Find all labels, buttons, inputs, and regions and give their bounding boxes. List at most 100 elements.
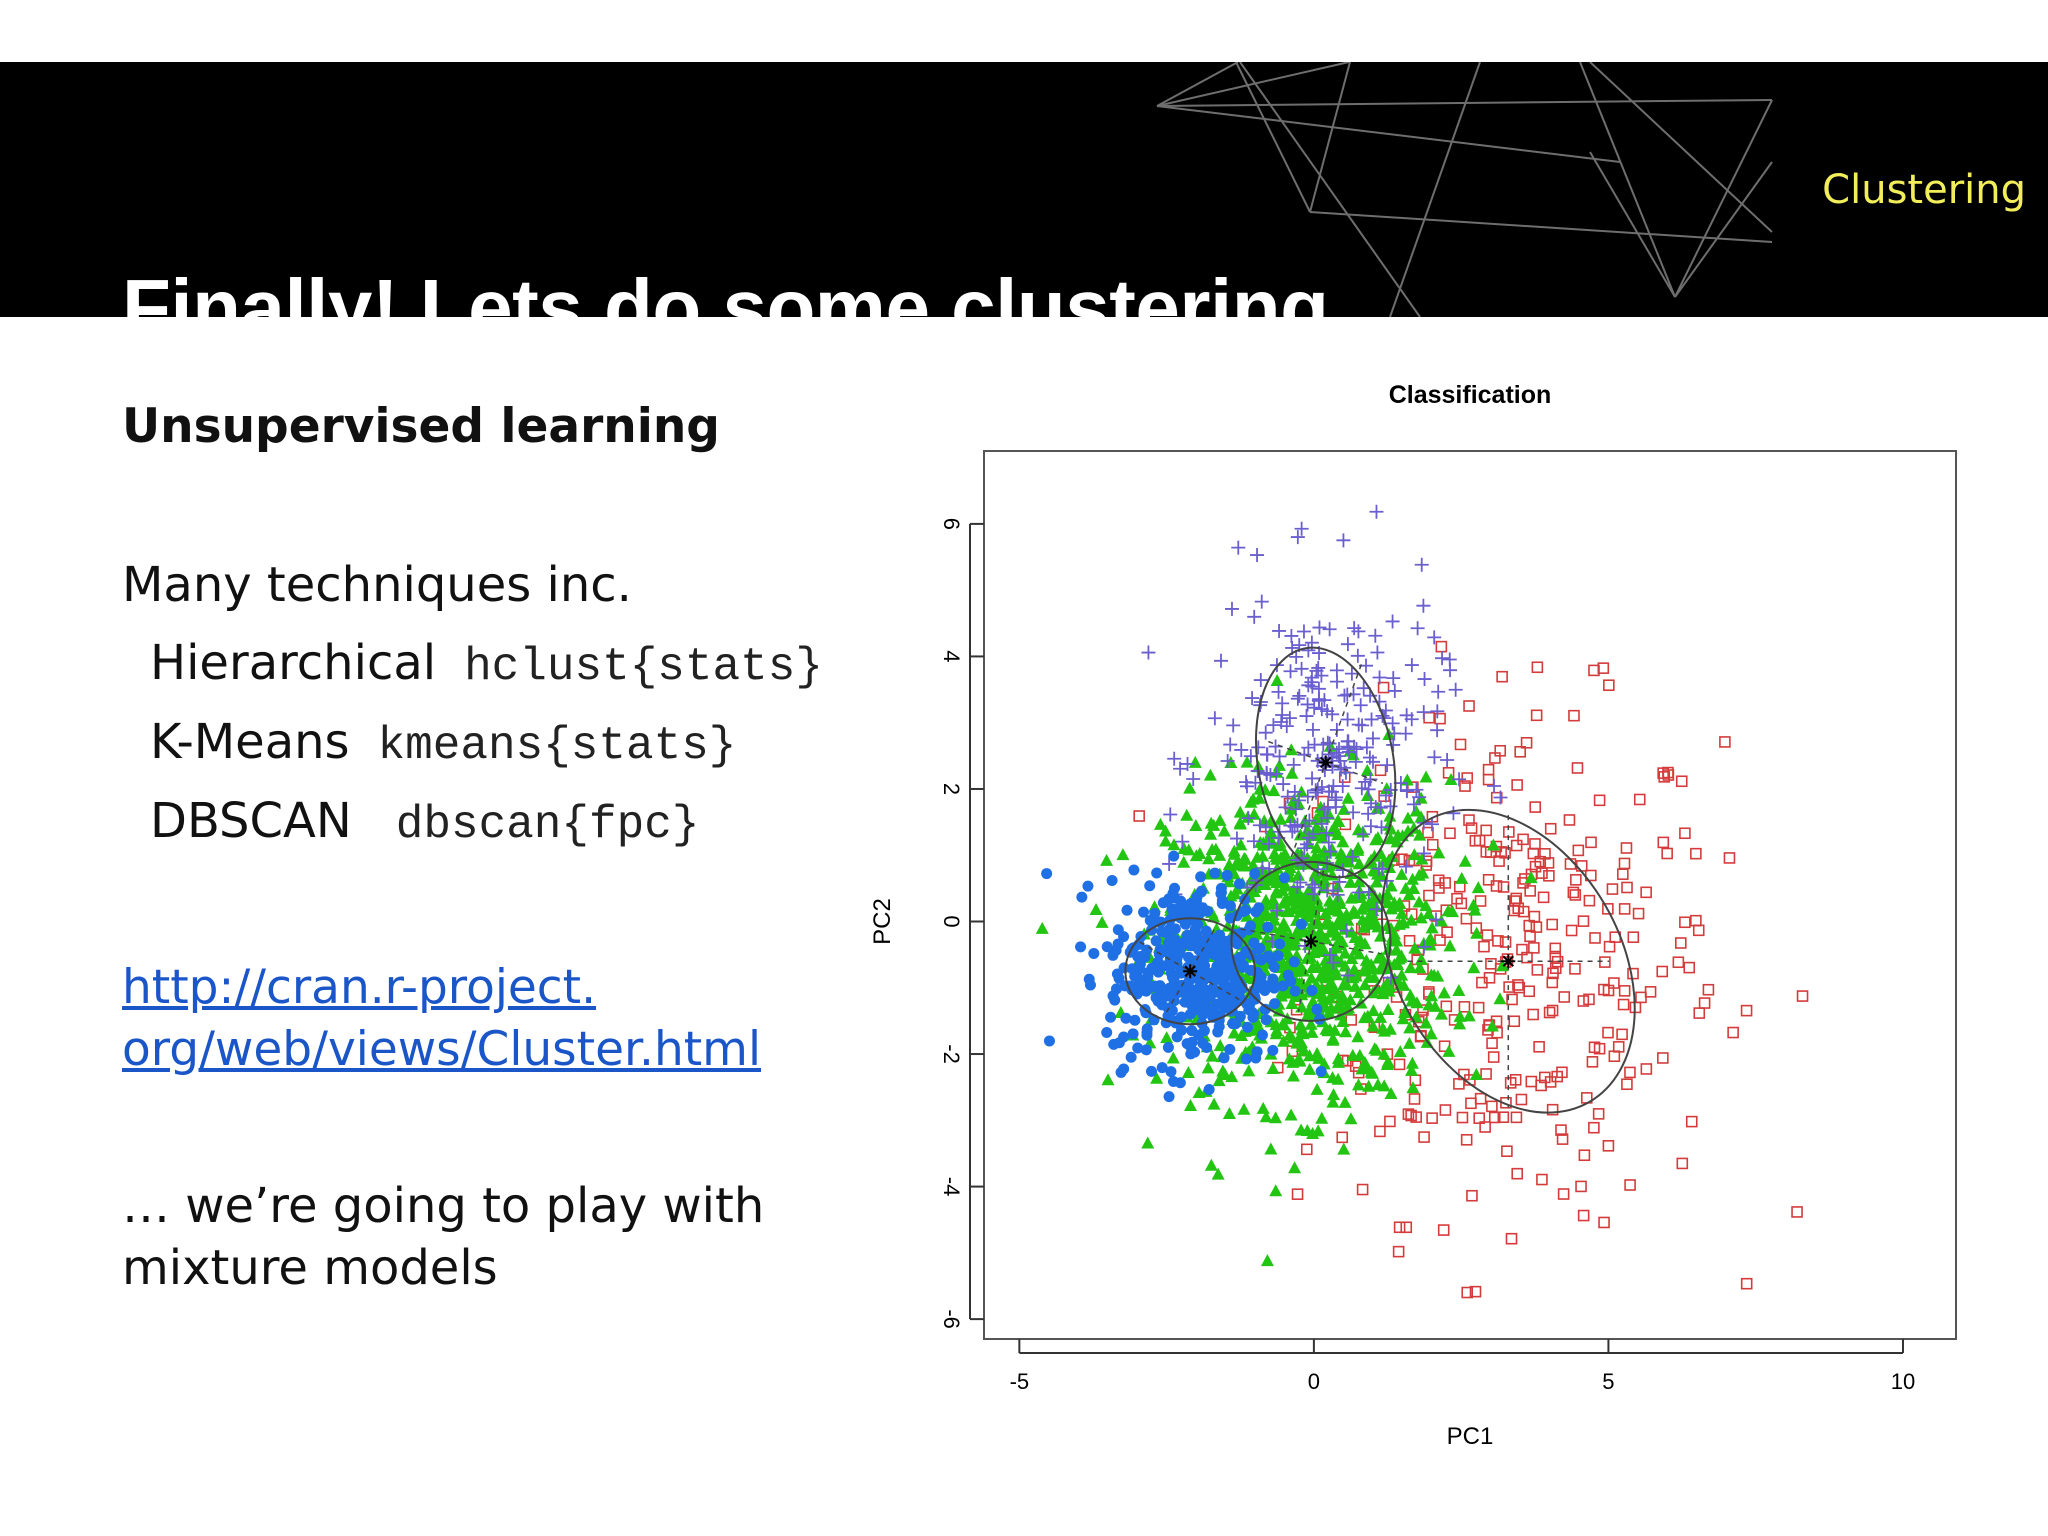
point-plus	[1314, 816, 1329, 831]
point-triangle	[1453, 1017, 1467, 1030]
point-circle	[1262, 950, 1274, 962]
y-tick-label: -4	[939, 1177, 964, 1197]
point-circle	[1166, 1005, 1178, 1017]
point-plus	[1443, 663, 1458, 678]
point-plus	[1324, 784, 1339, 799]
point-square	[1517, 833, 1529, 846]
point-triangle	[1310, 841, 1324, 854]
point-circle	[1248, 1008, 1260, 1020]
point-plus	[1253, 673, 1268, 688]
technique-name: DBSCAN	[150, 793, 352, 849]
point-triangle	[1374, 1010, 1388, 1023]
point-plus	[1306, 827, 1321, 842]
point-square	[1501, 1145, 1513, 1157]
point-plus	[1243, 749, 1258, 764]
point-triangle	[1284, 1108, 1298, 1121]
point-triangle	[1204, 1158, 1218, 1171]
point-triangle	[1346, 971, 1360, 984]
point-plus	[1231, 540, 1246, 555]
point-triangle	[1467, 961, 1481, 974]
technique-code: dbscan{fpc}	[395, 799, 700, 851]
point-square	[1577, 995, 1590, 1007]
point-triangle	[1258, 867, 1272, 880]
point-plus	[1340, 968, 1355, 983]
point-triangle	[1351, 1030, 1365, 1043]
point-circle	[1163, 937, 1175, 949]
point-square	[1575, 1180, 1587, 1193]
point-triangle	[1160, 1031, 1174, 1044]
point-square	[1572, 844, 1585, 857]
point-triangle	[1277, 1034, 1291, 1047]
point-triangle	[1247, 885, 1261, 898]
point-triangle	[1344, 891, 1358, 904]
point-plus	[1340, 739, 1355, 754]
point-triangle	[1364, 958, 1378, 971]
outro-text: … we’re going to play with mixture model…	[122, 1175, 764, 1299]
point-square	[1531, 964, 1544, 976]
point-plus	[1259, 747, 1274, 762]
point-triangle	[1237, 852, 1251, 865]
point-triangle	[1333, 893, 1347, 906]
point-square	[1533, 1040, 1545, 1053]
point-triangle	[1269, 1184, 1283, 1197]
point-triangle	[1181, 1066, 1195, 1079]
point-circle	[1186, 1036, 1198, 1048]
point-circle	[1118, 962, 1130, 974]
point-plus	[1452, 772, 1467, 787]
cluster-center-marker	[1318, 755, 1333, 770]
point-plus	[1346, 805, 1361, 820]
point-triangle	[1192, 1086, 1206, 1099]
point-circle	[1138, 906, 1150, 918]
point-triangle	[1307, 946, 1321, 959]
point-plus	[1332, 742, 1347, 757]
point-triangle	[1405, 1063, 1419, 1076]
link-line-2[interactable]: org/web/views/Cluster.html	[122, 1022, 761, 1077]
technique-hierarchical: Hierarchical hclust{stats}	[150, 635, 823, 693]
point-plus	[1363, 819, 1378, 834]
point-triangle	[1485, 1019, 1499, 1032]
point-plus	[1288, 802, 1303, 817]
cluster-center-marker	[1303, 934, 1318, 949]
point-triangle	[1416, 866, 1430, 879]
point-plus	[1314, 668, 1329, 683]
point-circle	[1172, 1015, 1184, 1027]
point-triangle	[1412, 895, 1426, 908]
point-square	[1300, 1143, 1313, 1156]
point-circle	[1112, 924, 1124, 936]
point-triangle	[1270, 673, 1284, 686]
point-triangle	[1396, 1012, 1410, 1025]
point-triangle	[1395, 906, 1409, 919]
point-square	[1469, 1285, 1482, 1298]
point-square	[1570, 874, 1582, 886]
link-line-1[interactable]: http://cran.r-project.	[122, 960, 597, 1015]
point-triangle	[1279, 920, 1293, 933]
point-triangle	[1315, 981, 1329, 994]
point-triangle	[1310, 1082, 1324, 1095]
point-square	[1423, 889, 1435, 902]
point-plus	[1329, 663, 1344, 678]
cran-cluster-link[interactable]: http://cran.r-project. org/web/views/Clu…	[122, 957, 761, 1081]
point-circle	[1144, 880, 1156, 892]
point-plus	[1234, 742, 1249, 757]
point-circle	[1075, 941, 1087, 953]
point-square	[1505, 1232, 1518, 1245]
point-plus	[1364, 796, 1379, 811]
point-circle	[1198, 974, 1210, 986]
point-circle	[1156, 1062, 1168, 1074]
point-plus	[1386, 671, 1401, 686]
point-plus	[1162, 856, 1177, 871]
point-circle	[1107, 949, 1119, 961]
point-square	[1523, 919, 1536, 932]
outro-line-1: … we’re going to play with	[122, 1178, 765, 1234]
point-triangle	[1303, 1062, 1317, 1075]
point-square	[1791, 1206, 1803, 1218]
point-triangle	[1384, 1087, 1398, 1100]
point-square	[1627, 931, 1640, 943]
point-square	[1606, 883, 1619, 895]
point-square	[1496, 670, 1508, 683]
point-square	[1702, 983, 1715, 996]
point-square	[1527, 847, 1540, 860]
point-square	[1597, 662, 1610, 674]
point-circle	[1101, 1026, 1113, 1038]
point-circle	[1211, 986, 1223, 998]
